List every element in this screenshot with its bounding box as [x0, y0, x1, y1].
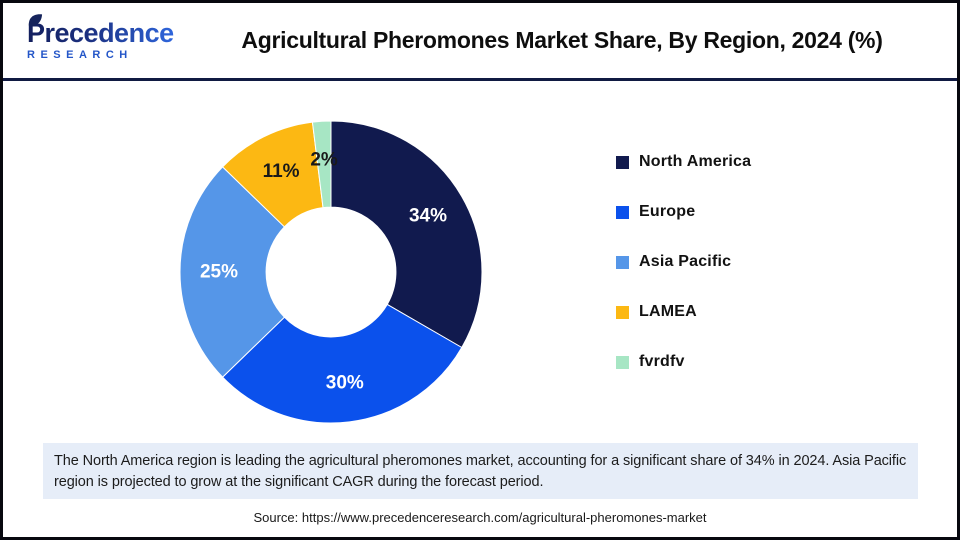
- summary-note: The North America region is leading the …: [43, 443, 918, 499]
- slice-label-europe: 30%: [326, 373, 364, 394]
- donut-chart: 34% 30% 25% 11% 2%: [178, 119, 484, 425]
- chart-title: Agricultural Pheromones Market Share, By…: [241, 27, 883, 53]
- slice-label-asia-pacific: 25%: [200, 262, 238, 283]
- legend-swatch-asia-pacific: [616, 255, 629, 269]
- legend-item-asia-pacific: Asia Pacific: [616, 237, 751, 287]
- legend-swatch-fvrdfv: [616, 355, 629, 369]
- legend-item-europe: Europe: [616, 187, 751, 237]
- logo-wordmark: Precedence: [27, 18, 174, 48]
- legend-swatch-lamea: [616, 305, 629, 319]
- legend-label-asia-pacific: Asia Pacific: [639, 253, 732, 270]
- donut-chart-svg: 34% 30% 25% 11% 2%: [179, 120, 483, 424]
- legend-label-europe: Europe: [639, 203, 696, 220]
- legend-item-north-america: North America: [616, 137, 751, 187]
- pie-slice-europe: [221, 303, 463, 424]
- chart-legend: North America Europe Asia Pacific LAMEA fvrd…: [616, 137, 751, 387]
- slice-label-north-america: 34%: [409, 206, 447, 227]
- source-line: Source: https://www.precedenceresearch.c…: [253, 510, 707, 525]
- leaf-icon: [28, 13, 43, 28]
- slice-label-fvrdfv: 2%: [310, 150, 338, 171]
- pie-slice-asia-pacific: [179, 166, 286, 378]
- legend-swatch-north-america: [616, 155, 629, 169]
- legend-item-fvrdfv: fvrdfv: [616, 337, 751, 387]
- legend-label-fvrdfv: fvrdfv: [639, 353, 685, 370]
- pie-slice-fvrdfv: [311, 120, 332, 209]
- legend-label-lamea: LAMEA: [639, 303, 697, 320]
- legend-swatch-europe: [616, 205, 629, 219]
- slice-label-lamea: 11%: [263, 161, 300, 182]
- pie-slice-north-america: [330, 120, 483, 349]
- legend-item-lamea: LAMEA: [616, 287, 751, 337]
- precedence-research-logo: Precedence RESEARCH: [27, 14, 187, 61]
- header: Precedence RESEARCH Agricultural Pheromo…: [3, 3, 957, 81]
- logo-subtitle: RESEARCH: [27, 49, 133, 61]
- legend-label-north-america: North America: [639, 153, 752, 170]
